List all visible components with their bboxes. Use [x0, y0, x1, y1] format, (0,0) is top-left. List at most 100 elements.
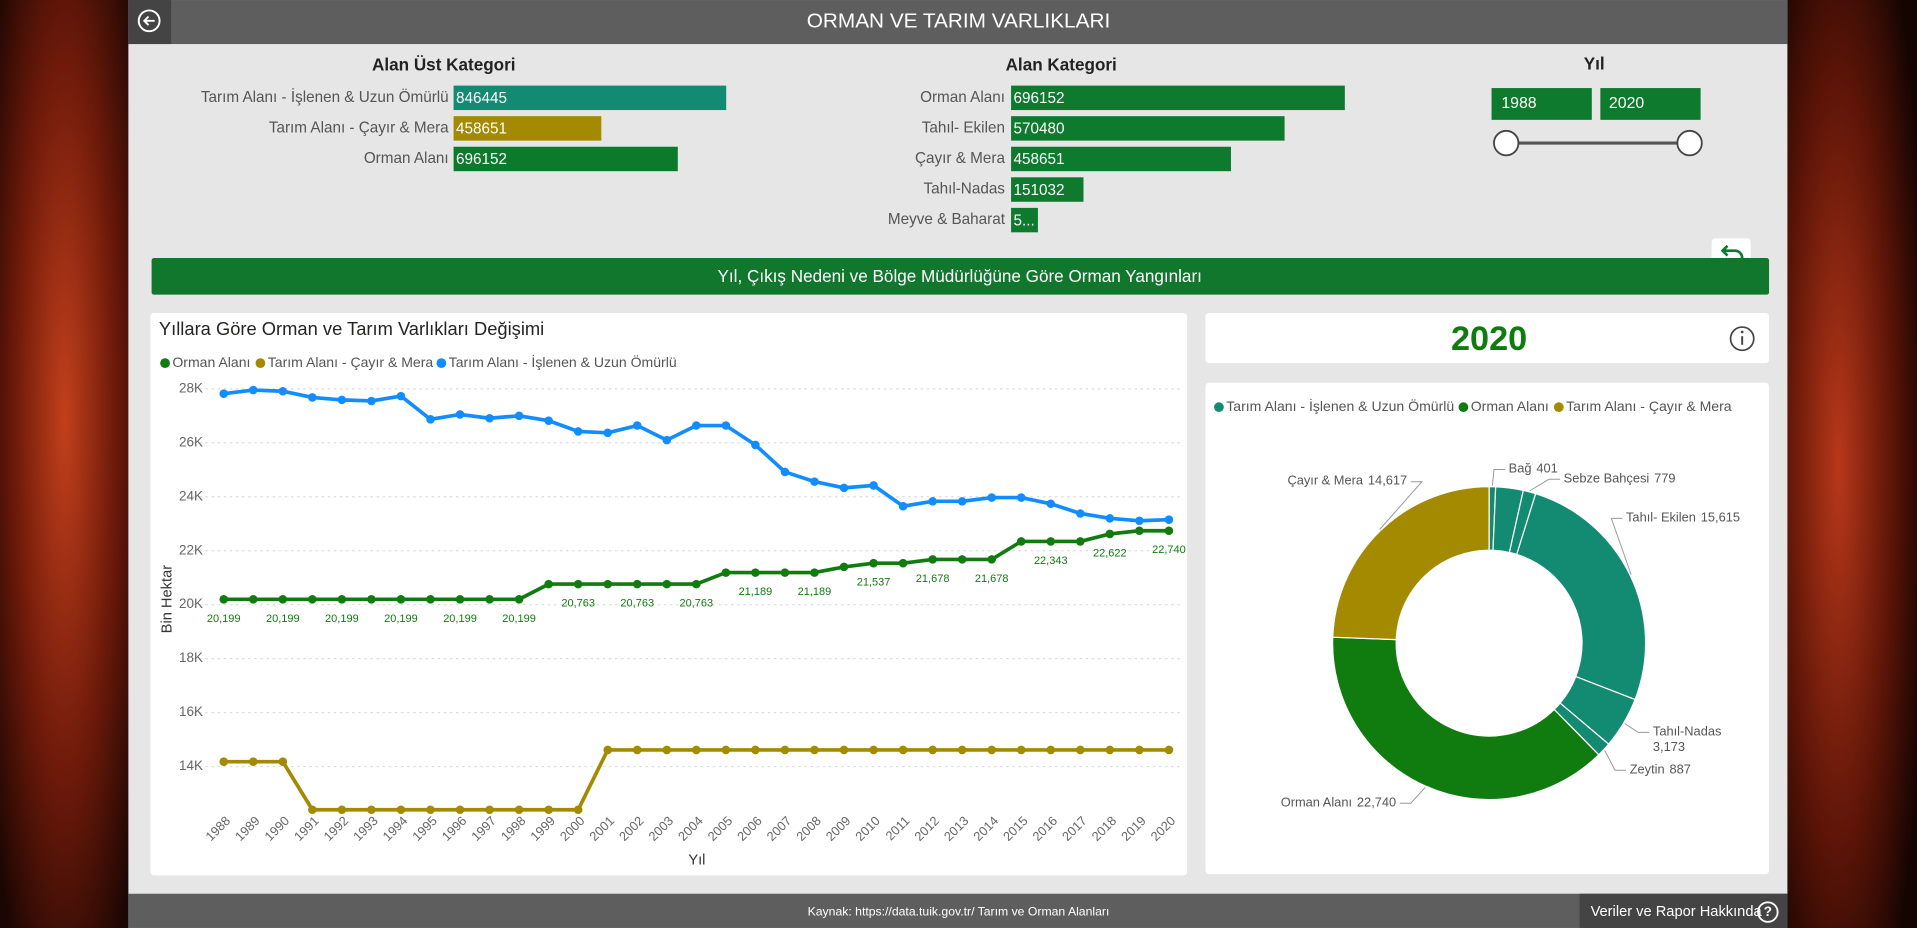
leader-line: [1491, 469, 1505, 486]
value-label: 458651: [1014, 151, 1065, 168]
leader-line: [1610, 517, 1632, 575]
data-point: [308, 393, 317, 402]
slider-handle-start[interactable]: [1493, 129, 1520, 157]
category-label: Çayır & Mera: [915, 150, 1005, 167]
data-label: 22,622: [1093, 547, 1127, 559]
y-tick-label: 24K: [179, 488, 203, 503]
data-point: [426, 415, 435, 424]
data-point: [721, 421, 731, 430]
data-point: [485, 413, 494, 423]
slice-category: Bağ: [1509, 461, 1532, 476]
category-label: Orman Alanı: [920, 89, 1005, 106]
data-point: [780, 467, 790, 477]
leader-line: [1399, 787, 1426, 804]
slice-value: 14,617: [1368, 473, 1407, 488]
bar: [1011, 146, 1231, 172]
data-point: [1164, 526, 1174, 536]
data-point: [987, 745, 996, 755]
data-point: [514, 595, 524, 604]
data-point: [455, 410, 465, 419]
slider-handle-end[interactable]: [1676, 129, 1703, 157]
value-label: 696152: [1014, 90, 1065, 107]
slicer-end: 2020: [1609, 95, 1644, 112]
data-point: [603, 579, 612, 589]
data-label: 20,763: [620, 598, 654, 610]
data-point: [1016, 493, 1026, 502]
data-point: [1164, 515, 1174, 524]
data-label: 21,537: [857, 577, 891, 589]
chart-title: Alan Kategori: [1006, 56, 1117, 75]
data-point: [839, 562, 849, 572]
data-label: 20,199: [502, 613, 536, 625]
data-point: [573, 805, 583, 815]
data-point: [367, 805, 376, 815]
data-point: [367, 396, 376, 406]
help-icon-mark: ?: [1764, 904, 1772, 919]
category-label: Tahıl- Ekilen: [922, 119, 1005, 136]
data-label: 22,740: [1152, 544, 1186, 556]
data-point: [514, 805, 524, 815]
data-label: 20,199: [207, 613, 241, 625]
data-point: [1016, 745, 1026, 755]
data-point: [1046, 745, 1056, 755]
data-point: [278, 595, 288, 604]
slice-label: Sebze Bahçesi 779: [1564, 471, 1676, 486]
donut-slice: [1515, 492, 1647, 701]
data-point: [751, 568, 760, 577]
data-label: 20,763: [561, 598, 595, 610]
about-button[interactable]: [1579, 893, 1788, 928]
data-point: [1135, 516, 1144, 526]
background-right: [1786, 0, 1917, 928]
data-point: [1046, 537, 1056, 546]
back-button[interactable]: [128, 0, 172, 45]
data-point: [1105, 745, 1115, 755]
bar: [453, 116, 602, 141]
data-point: [1016, 537, 1026, 546]
about-text: Veriler ve Rapor Hakkında: [1591, 904, 1763, 920]
data-point: [396, 805, 406, 815]
year-card: 2020: [1451, 320, 1527, 358]
back-icon: [137, 9, 161, 33]
data-point: [455, 805, 465, 815]
data-label: 21,189: [739, 586, 773, 598]
data-point: [1135, 526, 1144, 536]
data-point: [692, 579, 701, 589]
leader-line: [1604, 750, 1627, 771]
slice-label: Çayır & Mera 14,617: [1287, 473, 1407, 488]
data-point: [721, 568, 731, 577]
slicer-title: Yıl: [1584, 54, 1605, 73]
chart-title: Alan Üst Kategori: [372, 56, 516, 75]
data-point: [662, 435, 672, 445]
data-point: [810, 568, 819, 577]
legend-label: Orman Alanı: [1471, 398, 1549, 414]
data-point: [632, 579, 642, 589]
donut-slice: [1332, 486, 1490, 641]
data-point: [248, 595, 258, 604]
data-point: [987, 555, 996, 564]
data-point: [1076, 745, 1085, 755]
data-point: [544, 805, 553, 815]
data-point: [248, 385, 258, 395]
data-point: [308, 595, 317, 604]
data-point: [278, 386, 288, 396]
data-point: [367, 595, 376, 604]
data-point: [957, 497, 967, 506]
slice-label: Tahıl-Nadas 3,173: [1653, 724, 1721, 755]
data-point: [1076, 509, 1085, 518]
data-point: [396, 595, 406, 604]
info-icon[interactable]: [1729, 326, 1755, 352]
data-point: [692, 745, 701, 755]
slicer-start: 1988: [1501, 95, 1536, 112]
data-point: [898, 558, 908, 568]
category-label: Meyve & Baharat: [888, 211, 1006, 228]
value-label: 570480: [1014, 121, 1065, 138]
slicer-start-box[interactable]: [1491, 88, 1592, 120]
slicer-end-box[interactable]: [1600, 88, 1701, 120]
slice-value: 22,740: [1357, 795, 1396, 810]
data-point: [721, 745, 731, 755]
data-point: [1105, 529, 1115, 539]
banner-button[interactable]: [151, 257, 1770, 295]
category-label: Tarım Alanı - İşlenen & Uzun Ömürlü: [201, 88, 449, 106]
slice-label: Zeytin 887: [1630, 762, 1691, 777]
